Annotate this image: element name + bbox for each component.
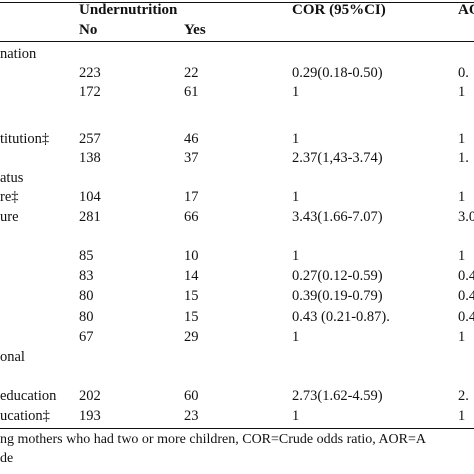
row-label: ucation‡ (0, 408, 50, 424)
row-label: onal (0, 349, 25, 365)
row-label: re‡ (0, 189, 19, 205)
header-rule (0, 41, 474, 42)
cell-yes: 37 (184, 150, 199, 166)
cell-cor: 0.29(0.18-0.50) (292, 65, 383, 81)
cell-aor: 0.4 (458, 288, 474, 304)
top-rule (0, 2, 474, 3)
cell-yes: 60 (184, 388, 199, 404)
cell-aor: 3.0 (458, 209, 474, 225)
cell-no: 83 (79, 268, 94, 284)
cell-yes: 17 (184, 189, 199, 205)
cell-aor: 1 (458, 84, 466, 100)
cell-yes: 10 (184, 248, 199, 264)
cell-yes: 15 (184, 288, 199, 304)
cell-yes: 23 (184, 408, 199, 424)
cell-yes: 15 (184, 309, 199, 325)
header-undernutrition: Undernutrition (79, 2, 178, 18)
cell-yes: 46 (184, 131, 199, 147)
header-aor: AO (458, 2, 474, 18)
cell-no: 67 (79, 329, 94, 345)
cell-no: 80 (79, 309, 94, 325)
cell-no: 80 (79, 288, 94, 304)
cell-no: 257 (79, 131, 101, 147)
bottom-rule (0, 428, 474, 429)
cell-no: 281 (79, 209, 101, 225)
cell-aor: 0.4 (458, 268, 474, 284)
cell-cor: 1 (292, 131, 300, 147)
cell-yes: 61 (184, 84, 199, 100)
cell-no: 138 (79, 150, 101, 166)
cell-cor: 3.43(1.66-7.07) (292, 209, 383, 225)
row-label: ure (0, 209, 19, 225)
cell-aor: 1 (458, 329, 466, 345)
footnote-line-2: de (0, 451, 14, 466)
cell-no: 223 (79, 65, 101, 81)
cell-yes: 14 (184, 268, 199, 284)
row-label: education (0, 388, 57, 404)
cell-cor: 0.27(0.12-0.59) (292, 268, 383, 284)
cell-yes: 29 (184, 329, 199, 345)
cell-cor: 1 (292, 248, 300, 264)
footnote-line-1: ng mothers who had two or more children,… (0, 432, 427, 447)
cell-aor: 1 (458, 248, 466, 264)
cell-aor: 1 (458, 408, 466, 424)
cell-cor: 2.37(1,43-3.74) (292, 150, 383, 166)
cell-no: 104 (79, 189, 101, 205)
row-label: atus (0, 170, 24, 186)
header-cor: COR (95%CI) (292, 2, 386, 18)
cell-aor: 1 (458, 189, 466, 205)
cell-cor: 1 (292, 84, 300, 100)
cell-no: 172 (79, 84, 101, 100)
cell-aor: 2. (458, 388, 469, 404)
cell-aor: 1 (458, 131, 466, 147)
cell-aor: 0.4 (458, 309, 474, 325)
cell-cor: 0.39(0.19-0.79) (292, 288, 383, 304)
header-yes: Yes (184, 22, 206, 38)
cell-yes: 66 (184, 209, 199, 225)
cell-no: 85 (79, 248, 94, 264)
row-label: nation (0, 46, 37, 62)
cell-aor: 0. (458, 65, 469, 81)
cell-cor: 2.73(1.62-4.59) (292, 388, 383, 404)
cell-no: 202 (79, 388, 101, 404)
cell-cor: 1 (292, 189, 300, 205)
header-no: No (79, 22, 98, 38)
row-label: titution‡ (0, 131, 50, 147)
cell-cor: 0.43 (0.21-0.87). (292, 309, 390, 325)
cell-cor: 1 (292, 408, 300, 424)
cell-yes: 22 (184, 65, 199, 81)
cell-cor: 1 (292, 329, 300, 345)
cell-aor: 1. (458, 150, 469, 166)
cell-no: 193 (79, 408, 101, 424)
